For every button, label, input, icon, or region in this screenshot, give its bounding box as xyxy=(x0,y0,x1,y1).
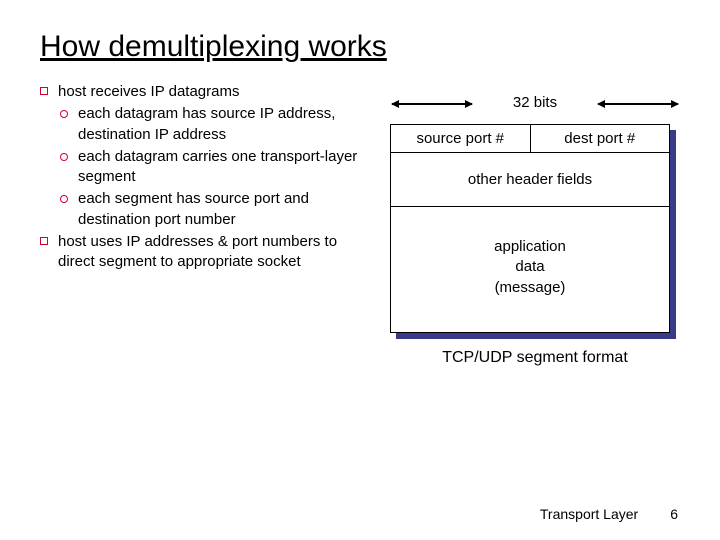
page-number: 6 xyxy=(670,506,678,522)
circle-bullet-icon xyxy=(60,189,78,230)
list-item: host uses IP addresses & port numbers to… xyxy=(40,232,370,273)
source-port-cell: source port # xyxy=(391,125,531,152)
bullet-text: each datagram carries one transport-laye… xyxy=(78,147,370,188)
slide-title: How demultiplexing works xyxy=(40,30,680,64)
list-item: each segment has source port and destina… xyxy=(60,189,370,230)
circle-bullet-icon xyxy=(60,147,78,188)
diagram-caption: TCP/UDP segment format xyxy=(390,349,680,367)
list-item: each datagram has source IP address, des… xyxy=(60,104,370,145)
footer-label: Transport Layer xyxy=(540,506,638,522)
diagram-row-payload: applicationdata(message) xyxy=(391,207,669,332)
bullet-text: each datagram has source IP address, des… xyxy=(78,104,370,145)
bullet-list: host receives IP datagrams each datagram… xyxy=(40,82,370,367)
content-area: host receives IP datagrams each datagram… xyxy=(40,82,680,367)
bullet-text: host uses IP addresses & port numbers to… xyxy=(58,232,370,273)
arrow-right-icon xyxy=(598,103,678,105)
dest-port-cell: dest port # xyxy=(531,125,670,152)
segment-box: source port # dest port # other header f… xyxy=(390,124,670,333)
square-bullet-icon xyxy=(40,232,58,273)
list-item: host receives IP datagrams xyxy=(40,82,370,102)
list-item: each datagram carries one transport-laye… xyxy=(60,147,370,188)
diagram-row-header: other header fields xyxy=(391,153,669,207)
square-bullet-icon xyxy=(40,82,58,102)
slide-footer: Transport Layer 6 xyxy=(540,506,678,522)
segment-diagram: 32 bits source port # dest port # other … xyxy=(390,82,680,367)
bullet-text: host receives IP datagrams xyxy=(58,82,370,102)
circle-bullet-icon xyxy=(60,104,78,145)
diagram-row-ports: source port # dest port # xyxy=(391,125,669,153)
payload-cell: applicationdata(message) xyxy=(391,207,669,332)
bits-width-indicator: 32 bits xyxy=(390,92,680,118)
other-header-cell: other header fields xyxy=(391,153,669,206)
bullet-text: each segment has source port and destina… xyxy=(78,189,370,230)
